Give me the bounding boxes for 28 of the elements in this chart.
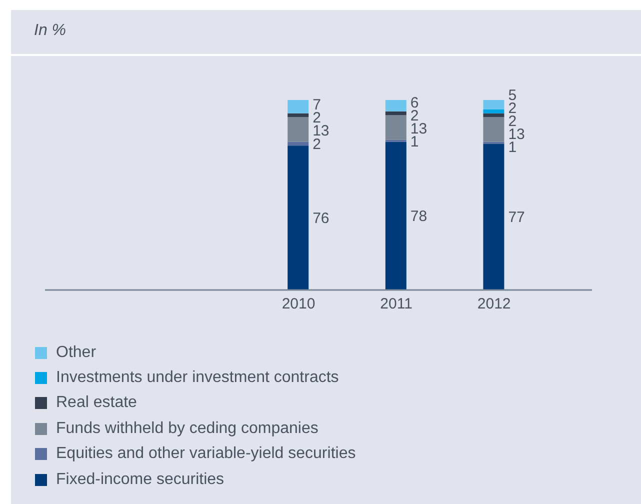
- x-tick-label: 2012: [477, 296, 511, 313]
- chart-title: In %: [34, 22, 66, 40]
- bar: [483, 113, 504, 118]
- bar: [483, 110, 504, 114]
- x-tick-label: 2011: [380, 296, 412, 313]
- legend-label: Real estate: [56, 394, 137, 412]
- data-label: 1: [410, 134, 419, 151]
- bar: [288, 142, 309, 146]
- legend-label: Funds withheld by ceding companies: [56, 420, 318, 438]
- bar: [288, 117, 309, 142]
- bar: [385, 115, 406, 140]
- bar: [288, 146, 309, 290]
- bar: [288, 113, 309, 118]
- legend-label: Other: [56, 344, 96, 362]
- data-label: 77: [508, 209, 525, 226]
- bar: [288, 100, 309, 114]
- bar: [483, 117, 504, 142]
- bar: [385, 142, 406, 290]
- bar: [385, 100, 406, 112]
- bar: [483, 100, 504, 110]
- bar: [483, 144, 504, 290]
- legend-label: Fixed-income securities: [56, 470, 224, 489]
- x-tick-label: 2010: [282, 296, 316, 313]
- data-label: 76: [312, 210, 330, 228]
- legend-label: Equities and other variable-yield securities: [56, 445, 356, 464]
- legend-label: Investments under investment contracts: [56, 369, 339, 388]
- data-label: 78: [410, 208, 428, 226]
- bar: [385, 111, 406, 116]
